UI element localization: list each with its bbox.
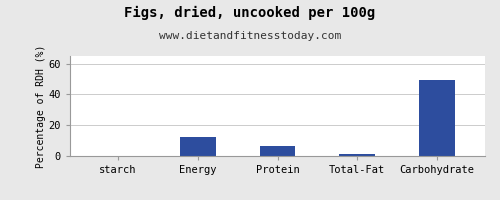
Bar xyxy=(340,154,376,156)
Y-axis label: Percentage of RDH (%): Percentage of RDH (%) xyxy=(36,44,46,168)
Text: www.dietandfitnesstoday.com: www.dietandfitnesstoday.com xyxy=(159,31,341,41)
Bar xyxy=(260,146,296,156)
Bar xyxy=(419,80,455,156)
Bar xyxy=(180,137,216,156)
Text: Figs, dried, uncooked per 100g: Figs, dried, uncooked per 100g xyxy=(124,6,376,20)
